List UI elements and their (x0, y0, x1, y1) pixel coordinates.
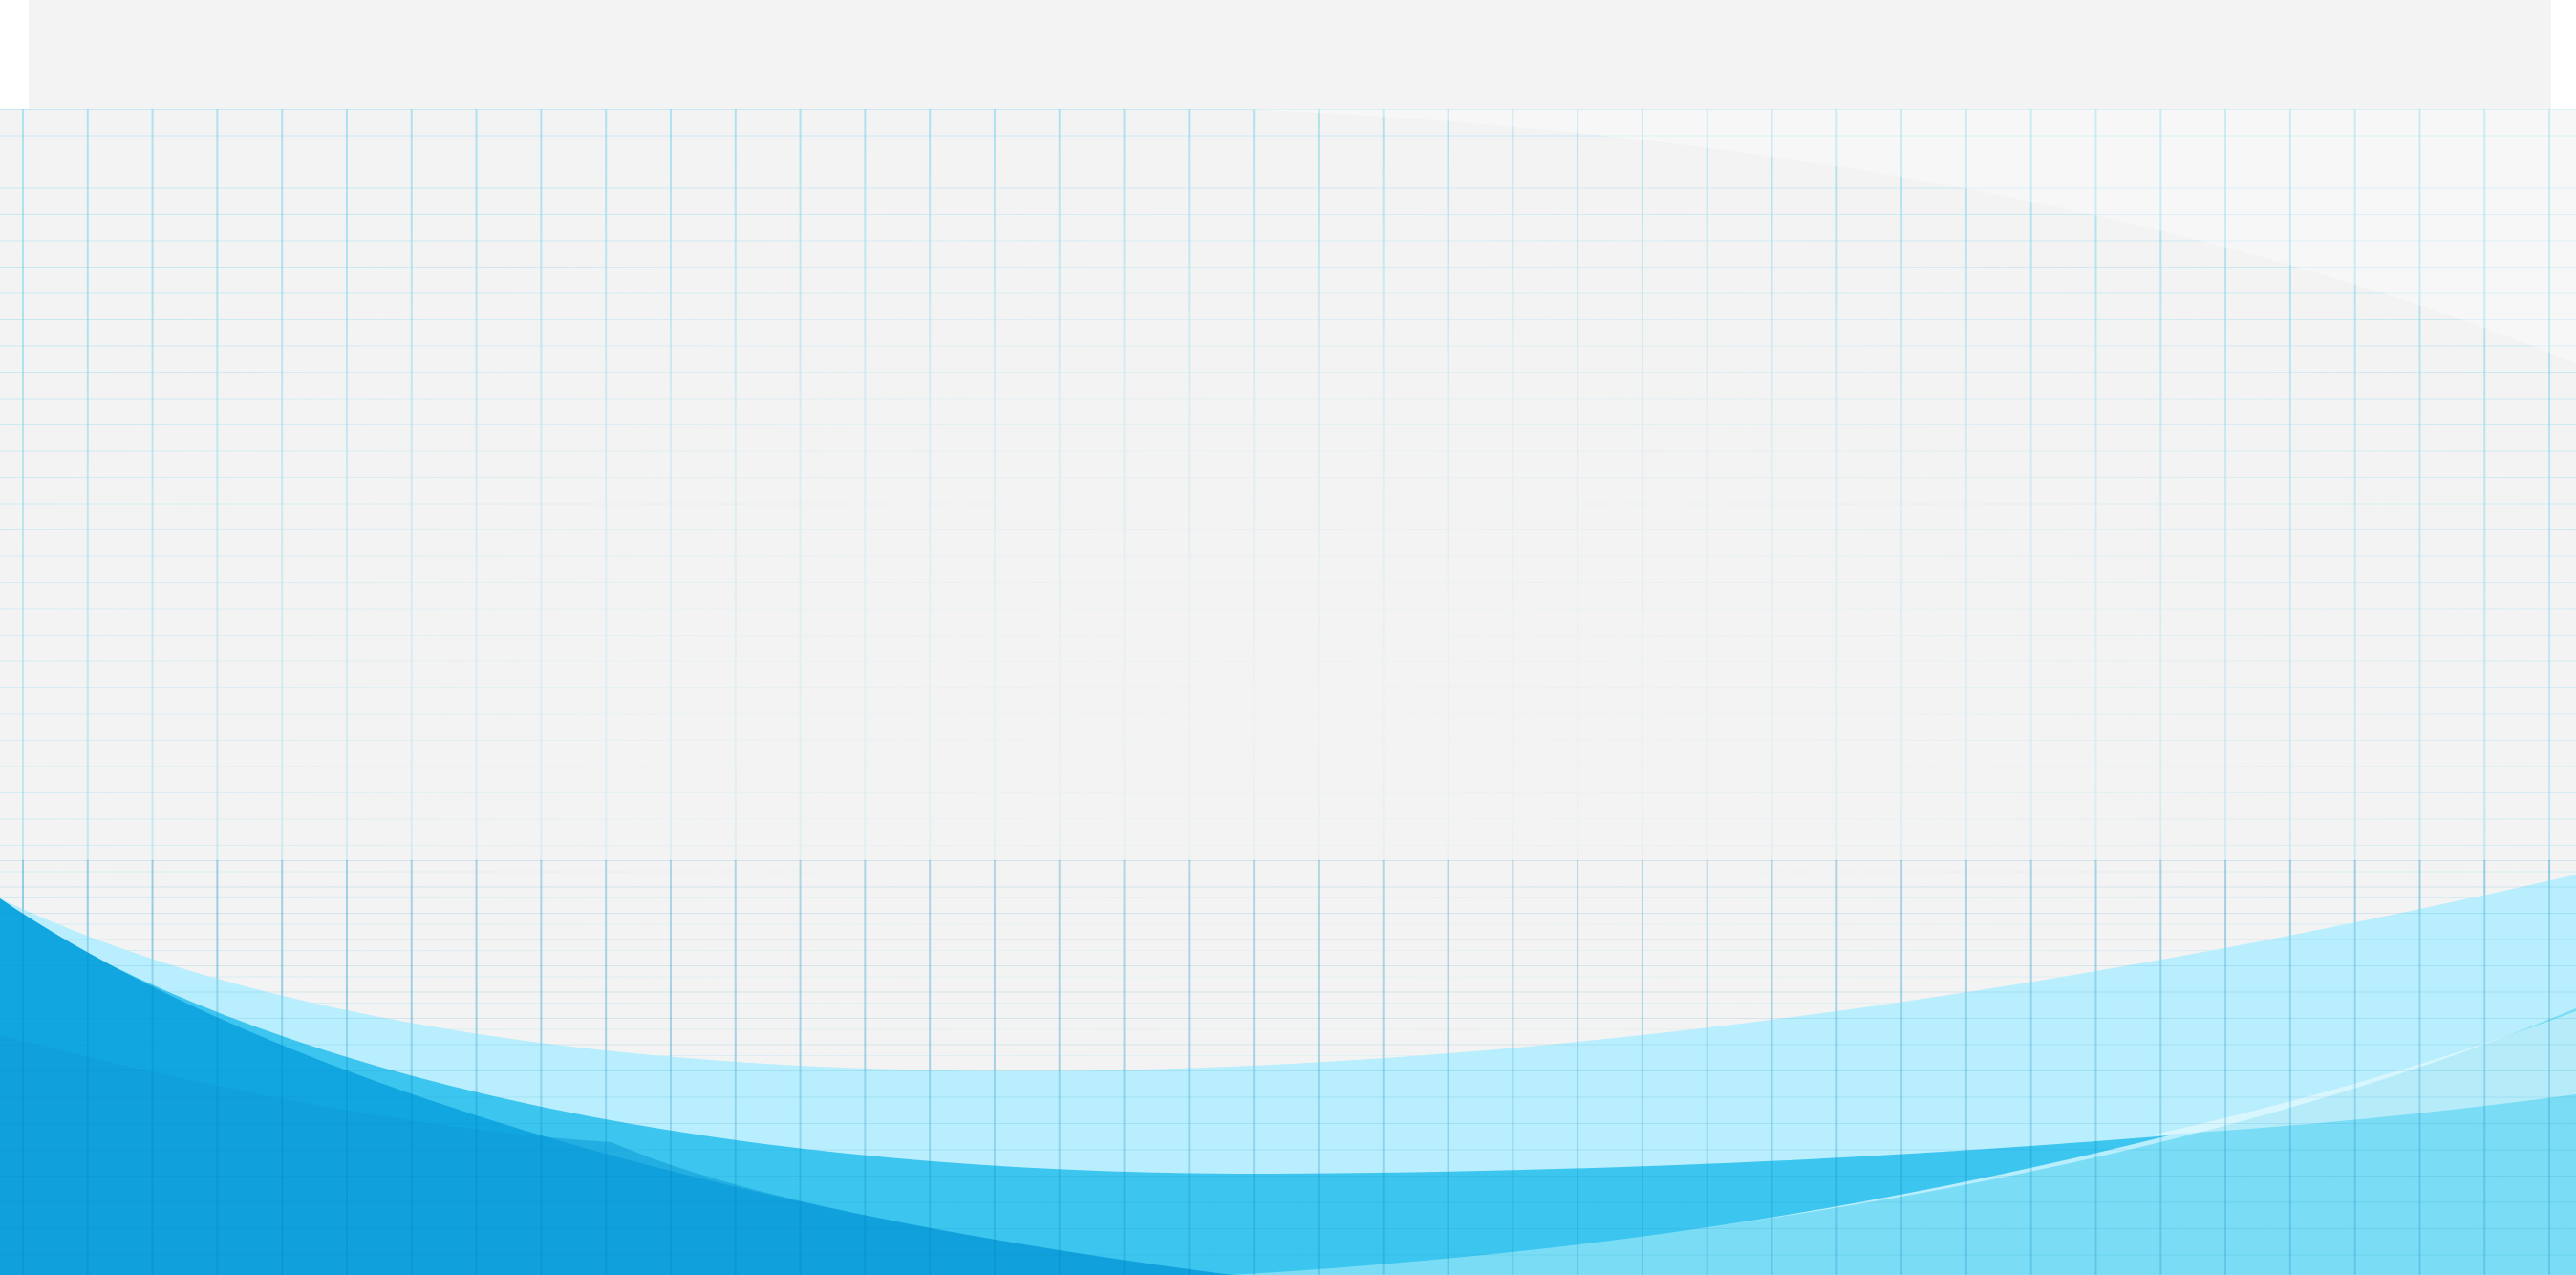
top-right-highlight-wave (1242, 109, 2576, 363)
right-highlight-wave (2150, 1011, 2576, 1135)
dark-lower-wave (0, 1035, 1233, 1275)
light-wave (1233, 1008, 2576, 1275)
top-band (29, 0, 2551, 109)
